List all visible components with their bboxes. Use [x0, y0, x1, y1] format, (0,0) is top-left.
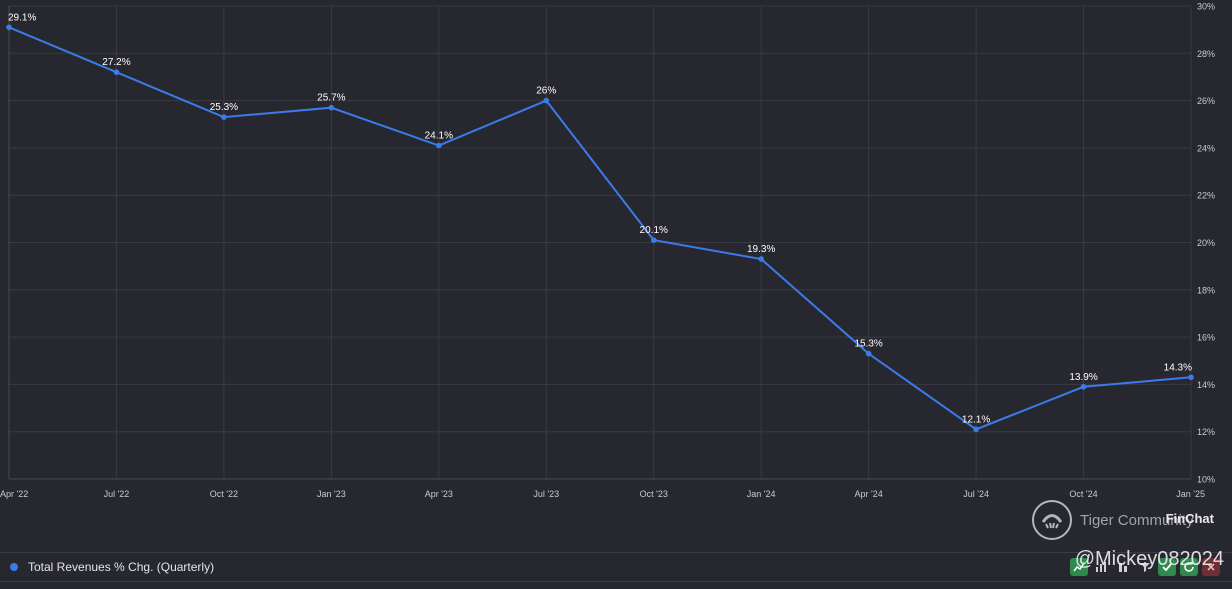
data-point — [1188, 374, 1194, 381]
x-tick-label: Oct '23 — [640, 489, 668, 499]
data-label: 27.2% — [102, 57, 130, 68]
chart-legend: Total Revenues % Chg. (Quarterly) — [0, 552, 1232, 582]
data-point — [328, 104, 335, 111]
x-tick-label: Jan '24 — [747, 489, 776, 499]
x-tick-label: Apr '24 — [855, 489, 883, 499]
bar-chart-icon[interactable] — [1092, 558, 1110, 576]
data-label: 25.7% — [317, 93, 345, 104]
y-tick-label: 20% — [1197, 238, 1215, 248]
y-tick-label: 30% — [1197, 2, 1215, 12]
y-tick-label: 26% — [1197, 96, 1215, 106]
x-tick-label: Oct '22 — [210, 489, 238, 499]
data-label: 20.1% — [640, 225, 668, 236]
data-label: 12.1% — [962, 414, 990, 425]
watermark: Tiger Community FinChat — [1032, 498, 1228, 542]
x-tick-label: Oct '24 — [1069, 489, 1097, 499]
watermark-text: Tiger Community — [1080, 511, 1194, 529]
refresh-icon[interactable] — [1180, 558, 1198, 576]
data-point — [6, 24, 12, 31]
y-tick-label: 12% — [1197, 427, 1215, 437]
data-point — [650, 237, 657, 243]
data-label: 13.9% — [1069, 372, 1097, 383]
data-label: 25.3% — [210, 102, 238, 113]
y-tick-label: 24% — [1197, 143, 1215, 153]
chart-toolbar — [1070, 557, 1220, 577]
legend-dot-icon — [10, 563, 18, 571]
data-point — [113, 69, 120, 76]
data-point — [436, 142, 442, 149]
line-chart: 10% 12% 14% 16% 18% 20% 22% 24% 26% 28% 30% Apr '22… — [0, 2, 1215, 500]
author-handle: @Mickey082024 — [1074, 548, 1224, 570]
data-point — [543, 97, 550, 104]
y-tick-label: 10% — [1197, 475, 1215, 485]
line-chart-icon[interactable] — [1070, 558, 1088, 576]
y-tick-label: 22% — [1197, 191, 1215, 201]
x-tick-label: Jul '24 — [963, 489, 989, 499]
y-tick-label: 14% — [1197, 380, 1215, 390]
data-label: 29.1% — [8, 12, 36, 23]
x-tick-label: Jan '25 — [1176, 489, 1205, 499]
tiger-logo-icon — [1032, 500, 1072, 540]
y-tick-label: 18% — [1197, 285, 1215, 295]
close-icon[interactable] — [1202, 558, 1220, 576]
data-label: 24.1% — [425, 131, 453, 142]
data-point — [973, 426, 979, 433]
data-point — [1080, 383, 1087, 390]
data-label: 15.3% — [854, 339, 882, 350]
data-label: 26% — [536, 86, 556, 97]
finchat-brand: FinChat — [1165, 511, 1214, 526]
x-tick-label: Apr '22 — [0, 489, 28, 499]
x-tick-label: Jan '23 — [317, 489, 346, 499]
data-point — [758, 256, 764, 262]
legend-label: Total Revenues % Chg. (Quarterly) — [28, 560, 215, 574]
x-tick-label: Jul '23 — [533, 489, 559, 499]
x-tick-label: Apr '23 — [425, 489, 453, 499]
check-icon[interactable] — [1158, 558, 1176, 576]
filter-icon[interactable] — [1136, 558, 1154, 576]
data-point — [865, 350, 872, 357]
y-tick-label: 16% — [1197, 333, 1215, 343]
data-label: 14.3% — [1164, 362, 1192, 373]
data-point — [221, 114, 227, 120]
x-tick-label: Jul '22 — [104, 489, 130, 499]
stacked-bar-icon[interactable] — [1114, 558, 1132, 576]
series-line — [8, 26, 1192, 431]
y-tick-label: 28% — [1197, 49, 1215, 59]
data-label: 19.3% — [747, 244, 775, 255]
